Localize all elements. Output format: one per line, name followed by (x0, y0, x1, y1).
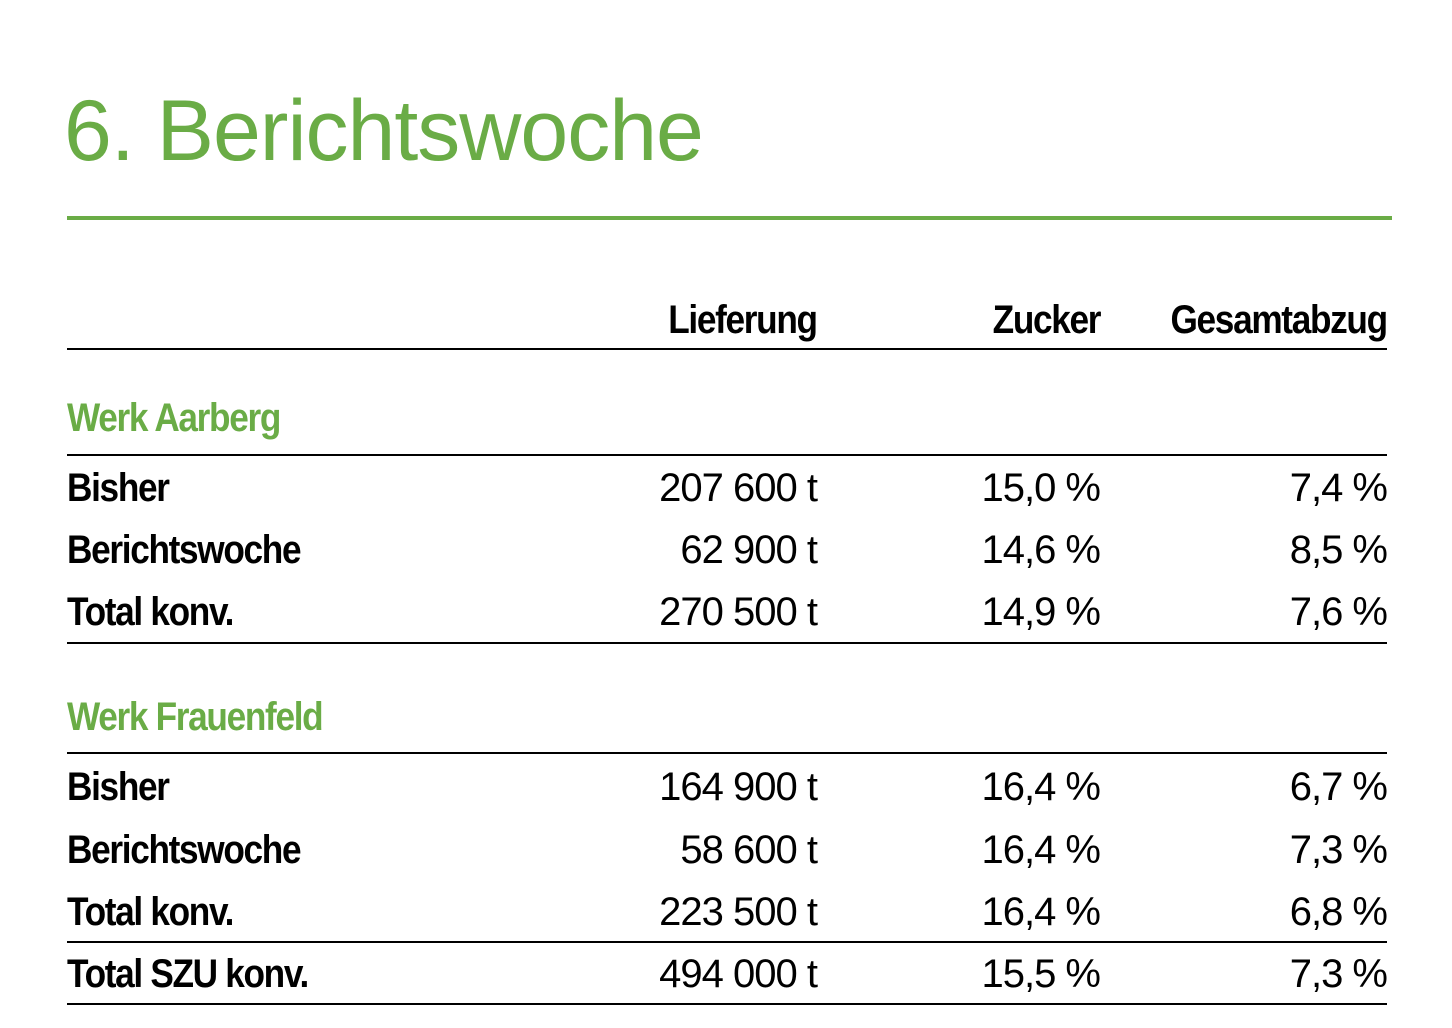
lieferung-cell: 270 500 t (659, 590, 818, 634)
row-label: Total konv. (67, 890, 234, 934)
grand-total-row: Total SZU konv. 494 000 t 15,5 % 7,3 % (67, 949, 1388, 999)
zucker-cell: 16,4 % (981, 828, 1101, 872)
gesamtabzug-cell: 7,6 % (1289, 590, 1388, 634)
zucker-cell: 15,5 % (981, 952, 1101, 996)
header-divider (67, 348, 1387, 350)
section-divider (67, 642, 1387, 644)
gesamtabzug-cell: 8,5 % (1289, 528, 1388, 572)
table-header: Lieferung Zucker Gesamtabzug (67, 295, 1389, 345)
gesamtabzug-cell: 6,7 % (1289, 765, 1388, 809)
column-header-gesamtabzug: Gesamtabzug (1170, 298, 1389, 342)
column-header-lieferung: Lieferung (668, 298, 819, 342)
lieferung-cell: 494 000 t (659, 952, 818, 996)
column-header-zucker: Zucker (992, 298, 1101, 342)
lieferung-cell: 164 900 t (659, 765, 818, 809)
row-label: Bisher (67, 466, 170, 510)
zucker-cell: 16,4 % (981, 890, 1101, 934)
zucker-cell: 14,6 % (981, 528, 1101, 572)
row-label: Berichtswoche (67, 828, 302, 872)
title-divider (67, 216, 1392, 220)
lieferung-cell: 62 900 t (680, 528, 818, 572)
gesamtabzug-cell: 7,4 % (1289, 466, 1388, 510)
zucker-cell: 14,9 % (981, 590, 1101, 634)
gesamtabzug-cell: 6,8 % (1289, 890, 1388, 934)
table-row: Total konv. 270 500 t 14,9 % 7,6 % (67, 587, 1388, 637)
lieferung-cell: 58 600 t (680, 828, 818, 872)
section-divider (67, 454, 1387, 456)
table-row: Total konv. 223 500 t 16,4 % 6,8 % (67, 887, 1388, 937)
zucker-cell: 16,4 % (981, 765, 1101, 809)
row-label: Total SZU konv. (67, 952, 309, 996)
table-row: Bisher 164 900 t 16,4 % 6,7 % (67, 762, 1388, 812)
table-row: Berichtswoche 58 600 t 16,4 % 7,3 % (67, 825, 1388, 875)
row-label: Total konv. (67, 590, 234, 634)
section-title-frauenfeld: Werk Frauenfeld (67, 695, 324, 739)
row-label: Berichtswoche (67, 528, 302, 572)
zucker-cell: 15,0 % (981, 466, 1101, 510)
section-divider (67, 941, 1387, 943)
page-title: 6. Berichtswoche (64, 83, 704, 179)
section-divider (67, 752, 1387, 754)
row-label: Bisher (67, 765, 170, 809)
gesamtabzug-cell: 7,3 % (1289, 828, 1388, 872)
section-title-aarberg: Werk Aarberg (67, 396, 281, 440)
gesamtabzug-cell: 7,3 % (1289, 952, 1388, 996)
table-bottom-divider (67, 1003, 1387, 1005)
lieferung-cell: 223 500 t (659, 890, 818, 934)
table-row: Berichtswoche 62 900 t 14,6 % 8,5 % (67, 525, 1388, 575)
table-row: Bisher 207 600 t 15,0 % 7,4 % (67, 463, 1388, 513)
lieferung-cell: 207 600 t (659, 466, 818, 510)
